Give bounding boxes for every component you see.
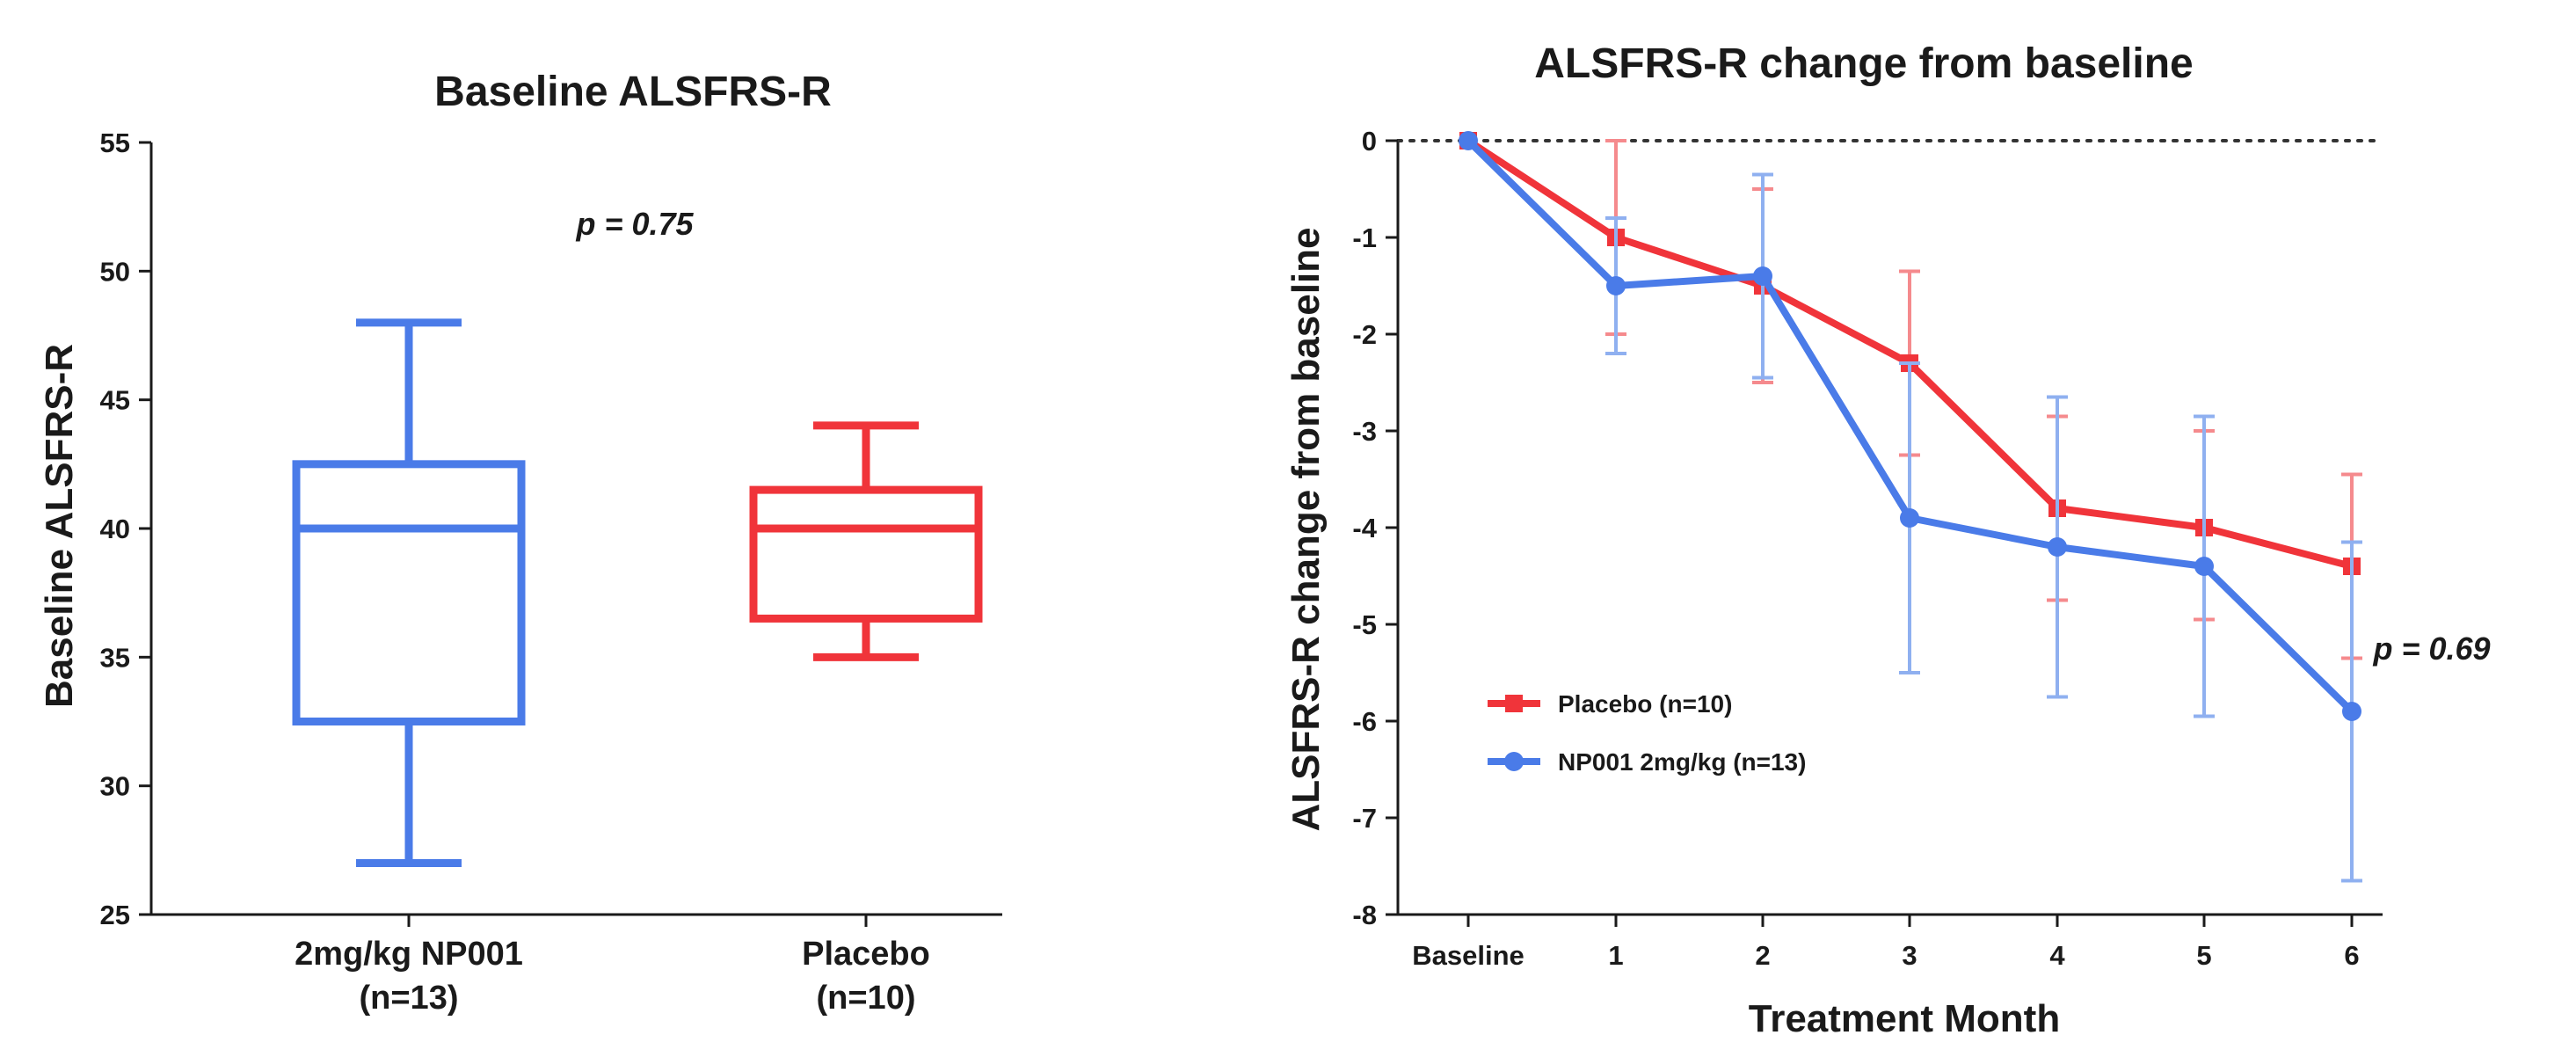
boxplot-y-tick-label: 30 — [100, 771, 130, 802]
line-chart-p-value: p = 0.69 — [2372, 631, 2490, 667]
line-chart-x-tick-label: 1 — [1608, 940, 1623, 971]
box-iqr — [292, 460, 526, 725]
data-point-circle — [2342, 702, 2361, 721]
boxplot-y-tick-label: 40 — [100, 514, 130, 544]
boxplot-y-axis-label: Baseline ALSFRS-R — [38, 344, 81, 708]
boxplot-category-n: (n=10) — [817, 980, 916, 1017]
legend-item-drug: NP001 2mg/kg (n=13) — [1488, 748, 1806, 776]
line-chart-x-tick-label: 3 — [1902, 940, 1917, 971]
change-line-chart-panel: ALSFRS-R change from baseline ALSFRS-R c… — [1284, 40, 2491, 1040]
boxplot-y-tick-label: 35 — [100, 642, 130, 673]
boxplot-category-label: 2mg/kg NP001 — [295, 936, 523, 973]
legend-label: NP001 2mg/kg (n=13) — [1558, 748, 1806, 776]
line-chart-y-tick-label: -4 — [1352, 513, 1377, 543]
line-chart-y-tick-label: -7 — [1352, 803, 1377, 834]
boxplot-y-tick-label: 55 — [100, 128, 130, 158]
line-chart-y-tick-label: -1 — [1352, 222, 1377, 253]
legend-item-placebo: Placebo (n=10) — [1488, 690, 1732, 718]
boxplot-axes: 25 30 35 40 45 50 55 — [100, 128, 1002, 930]
line-chart-y-axis-label: ALSFRS-R change from baseline — [1284, 227, 1328, 831]
data-point-circle — [1459, 131, 1478, 150]
line-chart-axes: 0 -1 -2 -3 -4 -5 -6 -7 -8 Baseline 1 2 3 4 5 6 — [1352, 126, 2384, 971]
line-chart-y-tick-label: -6 — [1352, 706, 1377, 737]
boxplot-category-labels: 2mg/kg NP001 (n=13) Placebo (n=10) — [295, 936, 930, 1017]
line-chart-y-tick-label: -2 — [1352, 319, 1377, 350]
data-point-circle — [2194, 557, 2214, 576]
series-drug — [1459, 131, 2362, 883]
line-chart-x-tick-label: Baseline — [1412, 940, 1524, 971]
data-point-circle — [2048, 537, 2067, 557]
data-point-circle — [1900, 508, 1919, 528]
line-chart-y-tick-label: -3 — [1352, 416, 1377, 447]
line-chart-y-tick-label: 0 — [1362, 126, 1377, 157]
boxplot-p-value: p = 0.75 — [575, 206, 694, 242]
boxplot-y-tick-label: 25 — [100, 900, 130, 930]
boxplot-title: Baseline ALSFRS-R — [434, 69, 832, 115]
line-chart-series — [1459, 131, 2362, 883]
line-chart-x-tick-label: 4 — [2049, 940, 2065, 971]
data-point-circle — [1606, 276, 1626, 295]
line-chart-x-axis-label: Treatment Month — [1749, 997, 2060, 1040]
boxplot-boxes — [292, 318, 983, 867]
line-chart-x-tick-label: 6 — [2344, 940, 2359, 971]
line-chart-x-tick-label: 2 — [1755, 940, 1770, 971]
boxplot-category-n: (n=13) — [360, 980, 459, 1017]
line-chart-y-tick-label: -8 — [1352, 900, 1377, 930]
legend-marker-square — [1505, 695, 1523, 712]
data-point-circle — [1753, 266, 1772, 286]
box-iqr — [749, 485, 983, 623]
legend-marker-circle — [1504, 752, 1524, 771]
boxplot-y-tick-label: 50 — [100, 256, 130, 287]
line-chart-title: ALSFRS-R change from baseline — [1534, 40, 2193, 87]
legend-label: Placebo (n=10) — [1558, 690, 1732, 718]
line-chart-x-tick-label: 5 — [2196, 940, 2211, 971]
boxplot-category-label: Placebo — [802, 936, 930, 973]
baseline-boxplot-panel: Baseline ALSFRS-R Baseline ALSFRS-R p = … — [38, 69, 1002, 1017]
boxplot-y-tick-label: 45 — [100, 385, 130, 416]
line-chart-legend: Placebo (n=10) NP001 2mg/kg (n=13) — [1488, 690, 1806, 776]
line-chart-y-tick-label: -5 — [1352, 609, 1377, 640]
